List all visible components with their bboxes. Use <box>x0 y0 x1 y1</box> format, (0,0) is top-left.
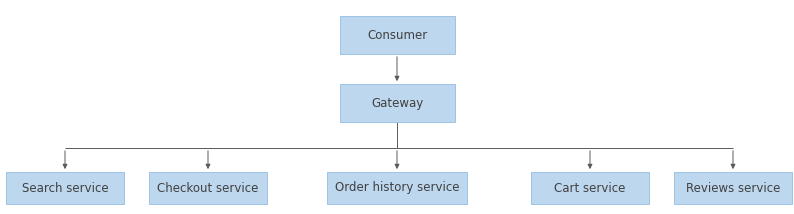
FancyBboxPatch shape <box>340 16 454 54</box>
Text: Order history service: Order history service <box>335 181 459 195</box>
Text: Cart service: Cart service <box>554 181 626 195</box>
FancyBboxPatch shape <box>149 172 267 204</box>
Text: Consumer: Consumer <box>367 28 427 42</box>
FancyBboxPatch shape <box>674 172 792 204</box>
FancyBboxPatch shape <box>327 172 467 204</box>
FancyBboxPatch shape <box>340 84 454 122</box>
Text: Gateway: Gateway <box>371 97 423 110</box>
Text: Search service: Search service <box>21 181 108 195</box>
FancyBboxPatch shape <box>531 172 649 204</box>
Text: Reviews service: Reviews service <box>686 181 781 195</box>
FancyBboxPatch shape <box>6 172 124 204</box>
Text: Checkout service: Checkout service <box>157 181 259 195</box>
